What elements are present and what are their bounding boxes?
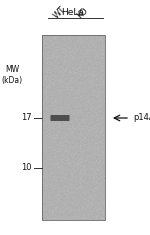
Bar [42,35,105,220]
Text: WT: WT [52,4,67,20]
FancyBboxPatch shape [51,115,69,121]
Text: p14ARF: p14ARF [133,114,150,122]
Text: KO: KO [76,5,90,20]
Text: HeLa: HeLa [61,8,84,17]
Text: MW
(kDa): MW (kDa) [2,65,22,85]
Text: 10: 10 [21,164,32,172]
Text: 17: 17 [21,114,32,122]
